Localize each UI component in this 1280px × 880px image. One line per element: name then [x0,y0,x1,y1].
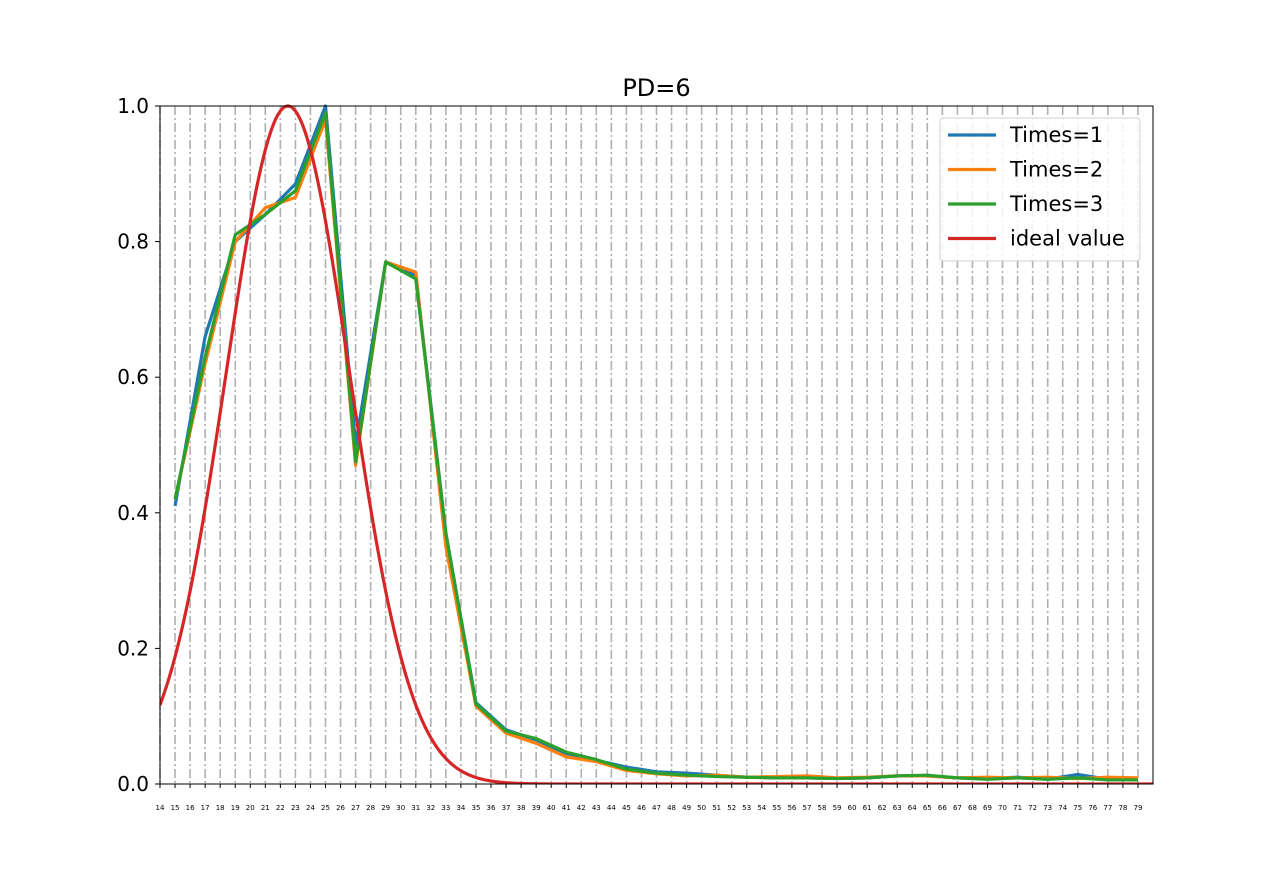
legend-label: Times=2 [1009,158,1103,182]
x-tick-label: 46 [637,804,646,812]
x-tick-label: 23 [291,804,300,812]
series-line-ideal-value [160,104,1153,784]
legend-label: Times=1 [1009,123,1103,147]
x-tick-label: 77 [1103,804,1112,812]
x-tick-label: 42 [577,804,586,812]
x-tick-label: 53 [742,804,751,812]
x-tick-label: 76 [1088,804,1097,812]
x-tick-label: 24 [306,804,315,812]
x-tick-label: 70 [998,804,1007,812]
x-tick-label: 27 [351,804,360,812]
y-tick-label: 1.0 [117,94,149,118]
x-tick-label: 59 [833,804,842,812]
x-tick-label: 72 [1028,804,1037,812]
x-tick-label: 33 [441,804,450,812]
y-tick-label: 0.0 [117,772,149,796]
y-tick-label: 0.4 [117,501,149,525]
x-tick-label: 47 [652,804,661,812]
x-tick-label: 48 [667,804,676,812]
x-tick-label: 44 [607,804,616,812]
x-tick-label: 55 [772,804,781,812]
x-tick-label: 63 [893,804,902,812]
x-tick-label: 28 [366,804,375,812]
x-tick-label: 34 [456,804,465,812]
x-tick-label: 56 [787,804,796,812]
x-tick-label: 61 [863,804,872,812]
legend: Times=1 Times=2 Times=3 ideal value [939,117,1141,262]
x-tick-label: 68 [968,804,977,812]
x-tick-label: 67 [953,804,962,812]
legend-label: ideal value [1010,227,1125,251]
x-tick-label: 20 [246,804,255,812]
x-tick-label: 37 [502,804,511,812]
x-tick-label: 69 [983,804,992,812]
x-tick-label: 40 [547,804,556,812]
vertical-grid [159,106,1139,784]
x-tick-label: 30 [396,804,405,812]
x-tick-label: 36 [487,804,496,812]
x-tick-label: 14 [156,804,165,812]
x-tick-label: 66 [938,804,947,812]
x-tick-label: 25 [321,804,330,812]
x-tick-label: 54 [757,804,766,812]
legend-box [939,117,1141,262]
x-tick-label: 79 [1133,804,1142,812]
x-tick-label: 57 [802,804,811,812]
chart-title: PD=6 [622,74,690,102]
x-tick-label: 18 [216,804,225,812]
x-tick-label: 49 [682,804,691,812]
x-tick-label: 71 [1013,804,1022,812]
x-tick-label: 64 [908,804,917,812]
x-axis: 14 15 16 17 18 19 20 21 22 23 24 25 26 27 28 29 30 31 32 33… [156,784,1142,812]
x-tick-label: 19 [231,804,240,812]
x-tick-label: 41 [562,804,571,812]
x-tick-label: 22 [276,804,285,812]
x-tick-label: 73 [1043,804,1052,812]
x-tick-label: 38 [517,804,526,812]
x-tick-label: 15 [171,804,180,812]
x-tick-label: 60 [848,804,857,812]
y-tick-label: 0.2 [117,636,149,660]
x-tick-label: 58 [818,804,827,812]
x-tick-label: 50 [697,804,706,812]
x-tick-label: 51 [712,804,721,812]
y-axis: 0.0 0.2 0.4 0.6 0.8 1.0 [117,94,160,796]
x-tick-label: 26 [336,804,345,812]
x-tick-label: 78 [1118,804,1127,812]
x-tick-label: 52 [727,804,736,812]
x-tick-label: 74 [1058,804,1067,812]
x-tick-label: 65 [923,804,932,812]
x-tick-label: 39 [532,804,541,812]
x-tick-label: 75 [1073,804,1082,812]
x-tick-label: 17 [201,804,210,812]
x-tick-label: 43 [592,804,601,812]
x-tick-label: 31 [411,804,420,812]
x-tick-label: 21 [261,804,270,812]
series-layer [160,104,1153,784]
y-tick-label: 0.8 [117,230,149,254]
x-tick-label: 45 [622,804,631,812]
x-tick-label: 35 [471,804,480,812]
x-tick-label: 29 [381,804,390,812]
y-tick-label: 0.6 [117,365,149,389]
x-tick-label: 62 [878,804,887,812]
x-tick-label: 32 [426,804,435,812]
series-line-times-3 [173,111,1138,782]
legend-label: Times=3 [1009,192,1103,216]
x-tick-label: 16 [186,804,195,812]
